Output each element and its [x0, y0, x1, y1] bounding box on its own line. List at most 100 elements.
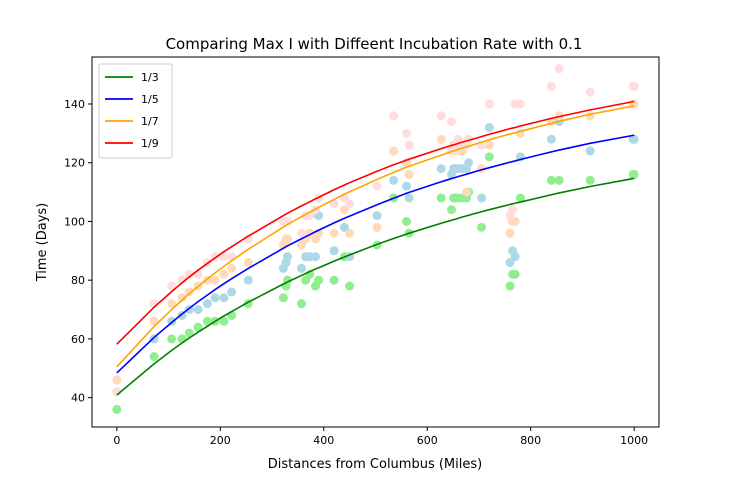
- scatter-point: [477, 193, 487, 203]
- scatter-point: [629, 81, 639, 91]
- scatter-point: [436, 164, 446, 174]
- scatter-point: [219, 252, 229, 262]
- y-tick-label: 40: [71, 392, 85, 405]
- scatter-point: [345, 199, 355, 209]
- x-tick-label: 200: [210, 434, 231, 447]
- x-axis: 0 200 400 600 800 1000: [113, 427, 648, 447]
- scatter-point: [329, 246, 339, 256]
- scatter-point: [546, 134, 556, 144]
- scatter-point: [219, 316, 229, 326]
- fit-line-series-1: [116, 177, 635, 396]
- scatter-point: [112, 375, 122, 385]
- scatter-point: [112, 404, 122, 414]
- fit-line-series-3: [116, 104, 635, 368]
- scatter-point: [227, 287, 237, 297]
- scatter-point: [462, 187, 472, 197]
- scatter-point: [402, 128, 412, 138]
- scatter-point: [554, 111, 564, 121]
- chart-title: Comparing Max I with Diffeent Incubation…: [166, 35, 583, 53]
- scatter-point: [372, 222, 382, 232]
- scatter-point: [193, 322, 203, 332]
- scatter-point: [515, 99, 525, 109]
- scatter-point: [402, 181, 412, 191]
- scatter-point: [149, 334, 159, 344]
- scatter-point: [202, 299, 212, 309]
- scatter-point: [546, 175, 556, 185]
- scatter-point: [510, 269, 520, 279]
- legend-label: 1/5: [141, 93, 159, 106]
- scatter-point: [329, 275, 339, 285]
- scatter-point: [515, 193, 525, 203]
- scatter-point: [505, 258, 515, 268]
- scatter-point: [585, 175, 595, 185]
- scatter-point: [297, 228, 307, 238]
- scatter-point: [243, 275, 253, 285]
- scatter-point: [546, 81, 556, 91]
- scatter-point: [508, 205, 518, 215]
- legend: 1/3 1/5 1/7 1/9: [98, 63, 173, 159]
- scatter-point: [339, 222, 349, 232]
- scatter-point: [339, 205, 349, 215]
- y-axis-label: Time (Days): [35, 203, 50, 283]
- scatter-point: [219, 269, 229, 279]
- scatter-point: [404, 140, 414, 150]
- scatter-point: [283, 252, 293, 262]
- scatter-point: [554, 64, 564, 74]
- scatter-point: [184, 287, 194, 297]
- fit-line-series-2: [116, 134, 635, 374]
- scatter-point: [447, 205, 457, 215]
- scatter-point: [484, 122, 494, 132]
- scatter-point: [149, 352, 159, 362]
- scatter-point: [345, 228, 355, 238]
- scatter-point: [372, 211, 382, 221]
- scatter-point: [227, 263, 237, 273]
- scatter-point: [184, 328, 194, 338]
- scatter-point: [177, 293, 187, 303]
- scatter-point: [436, 193, 446, 203]
- scatter-series-2: [112, 117, 639, 397]
- scatter-point: [193, 305, 203, 315]
- plot-area: [112, 64, 639, 414]
- scatter-point: [585, 87, 595, 97]
- scatter-point: [402, 216, 412, 226]
- scatter-point: [404, 169, 414, 179]
- scatter-point: [329, 228, 339, 238]
- scatter-point: [447, 117, 457, 127]
- legend-label: 1/9: [141, 137, 159, 150]
- scatter-point: [477, 222, 487, 232]
- scatter-point: [436, 134, 446, 144]
- scatter-point: [243, 258, 253, 268]
- scatter-point: [210, 293, 220, 303]
- plot-frame: [91, 56, 660, 428]
- scatter-point: [629, 169, 639, 179]
- scatter-point: [184, 269, 194, 279]
- scatter-point: [629, 134, 639, 144]
- scatter-point: [167, 281, 177, 291]
- legend-label: 1/7: [141, 115, 159, 128]
- x-tick-label: 0: [113, 434, 120, 447]
- scatter-point: [389, 111, 399, 121]
- x-tick-label: 600: [417, 434, 438, 447]
- scatter-point: [389, 146, 399, 156]
- scatter-point: [345, 281, 355, 291]
- legend-label: 1/3: [141, 71, 159, 84]
- scatter-point: [389, 175, 399, 185]
- x-tick-label: 800: [520, 434, 541, 447]
- fit-line-series-4: [116, 100, 635, 345]
- scatter-point: [484, 152, 494, 162]
- scatter-point: [505, 228, 515, 238]
- scatter-point: [372, 181, 382, 191]
- scatter-point: [510, 216, 520, 226]
- scatter-point: [484, 140, 494, 150]
- scatter-point: [167, 299, 177, 309]
- scatter-point: [436, 111, 446, 121]
- scatter-point: [484, 99, 494, 109]
- scatter-point: [585, 146, 595, 156]
- scatter-point: [310, 252, 320, 262]
- y-tick-label: 60: [71, 333, 85, 346]
- y-axis: 40 60 80 100 120 140: [64, 98, 92, 405]
- scatter-point: [505, 281, 515, 291]
- scatter-point: [404, 193, 414, 203]
- scatter-point: [283, 234, 293, 244]
- x-tick-label: 400: [313, 434, 334, 447]
